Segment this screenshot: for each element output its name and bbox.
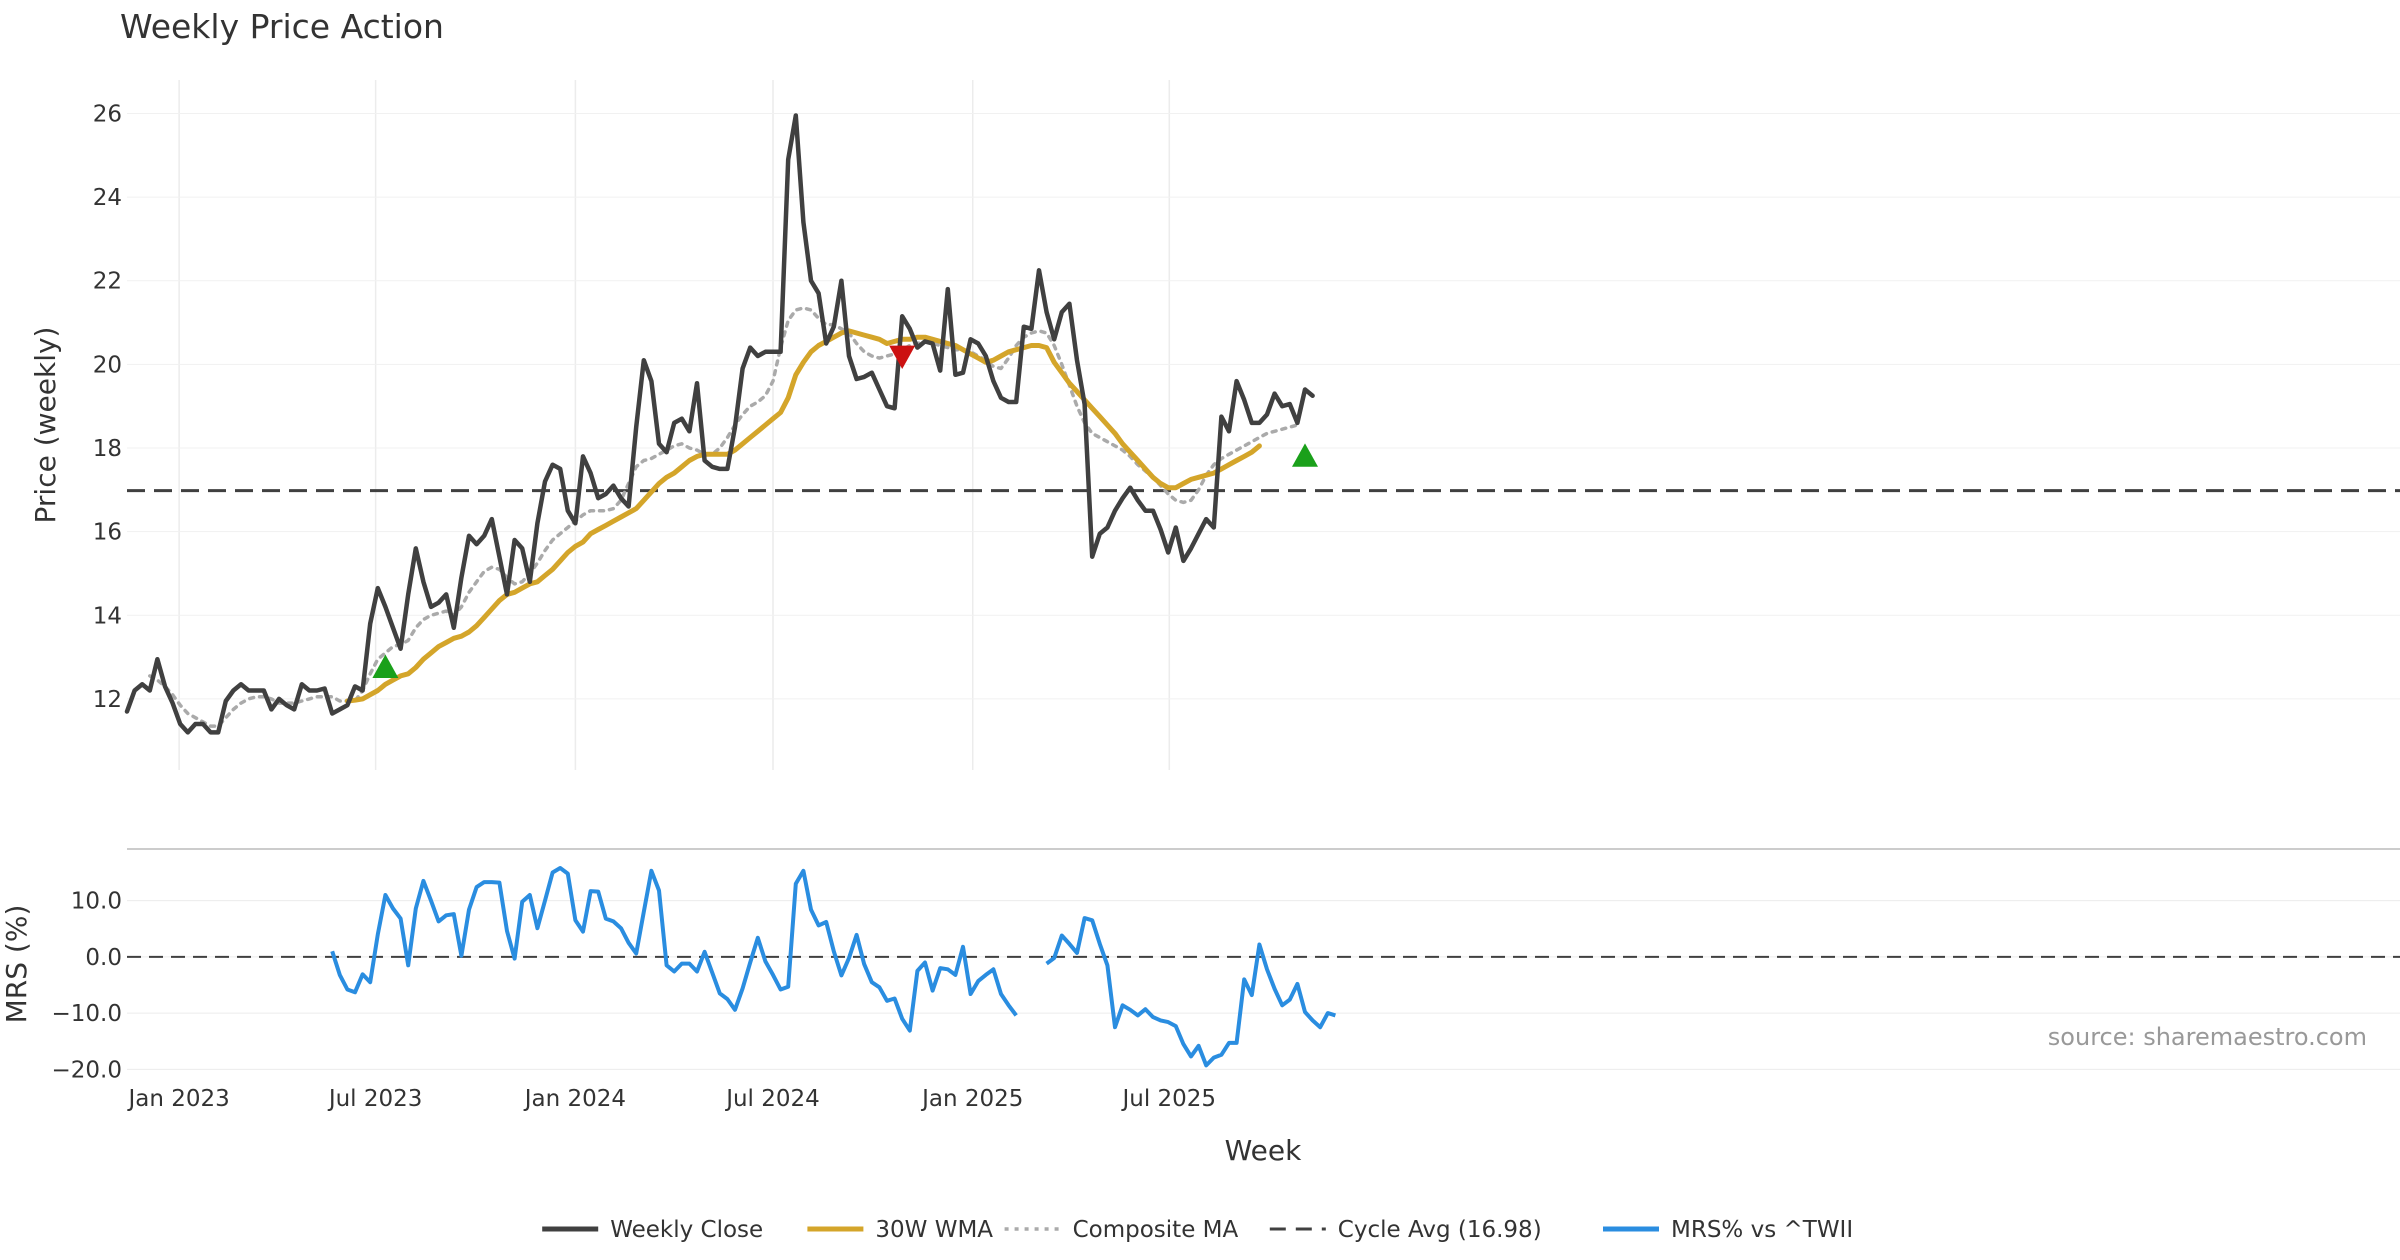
buy-signal-marker [372,654,399,678]
legend-label: Cycle Avg (16.98) [1338,1217,1542,1243]
mrs-tick-label: −20.0 [52,1057,122,1083]
chart-title: Weekly Price Action [120,7,444,46]
price-tick-label: 20 [93,352,122,378]
mrs-line-segment-2 [1045,916,1336,1068]
mrs-line-segment-1 [330,866,1018,1033]
legend-label: MRS% vs ^TWII [1671,1217,1853,1243]
source-note: source: sharemaestro.com [2048,1023,2367,1051]
x-tick-label: Jul 2025 [1120,1086,1216,1112]
legend-label: Weekly Close [610,1217,763,1243]
price-tick-label: 16 [93,520,122,546]
grid-lines [127,80,2400,1070]
price-tick-label: 26 [93,101,122,127]
price-tick-label: 22 [93,269,122,295]
mrs-tick-label: 10.0 [71,889,122,915]
price-tick-label: 14 [93,603,122,629]
x-tick-label: Jul 2024 [724,1086,820,1112]
x-tick-label: Jan 2023 [126,1086,229,1112]
legend-label: Composite MA [1073,1217,1239,1243]
mrs-axis-label: MRS (%) [0,905,33,1024]
signal-markers [372,345,1318,678]
mrs-tick-label: 0.0 [85,945,122,971]
x-tick-label: Jan 2024 [523,1086,626,1112]
series-layer [124,113,2400,1068]
x-tick-label: Jul 2023 [327,1086,423,1112]
legend: Weekly Close 30W WMA Composite MA Cycle Avg… [542,1217,1853,1243]
legend-label: 30W WMA [875,1217,993,1243]
axes: Jan 2023 Jul 2023 Jan 2024 Jul 2024 Jan 2025… [52,101,2400,1112]
price-tick-label: 24 [93,185,122,211]
composite-ma-line [148,306,1300,728]
price-tick-label: 18 [93,436,122,462]
weekly-close-line [124,113,1315,735]
price-tick-label: 12 [93,687,122,713]
price-axis-label: Price (weekly) [29,327,62,524]
mrs-tick-label: −10.0 [52,1001,122,1027]
buy-signal-marker [1292,443,1318,467]
sell-signal-marker [889,345,916,369]
30w-wma-line [344,328,1262,704]
x-tick-label: Jan 2025 [920,1086,1023,1112]
x-axis-label: Week [1225,1134,1302,1167]
